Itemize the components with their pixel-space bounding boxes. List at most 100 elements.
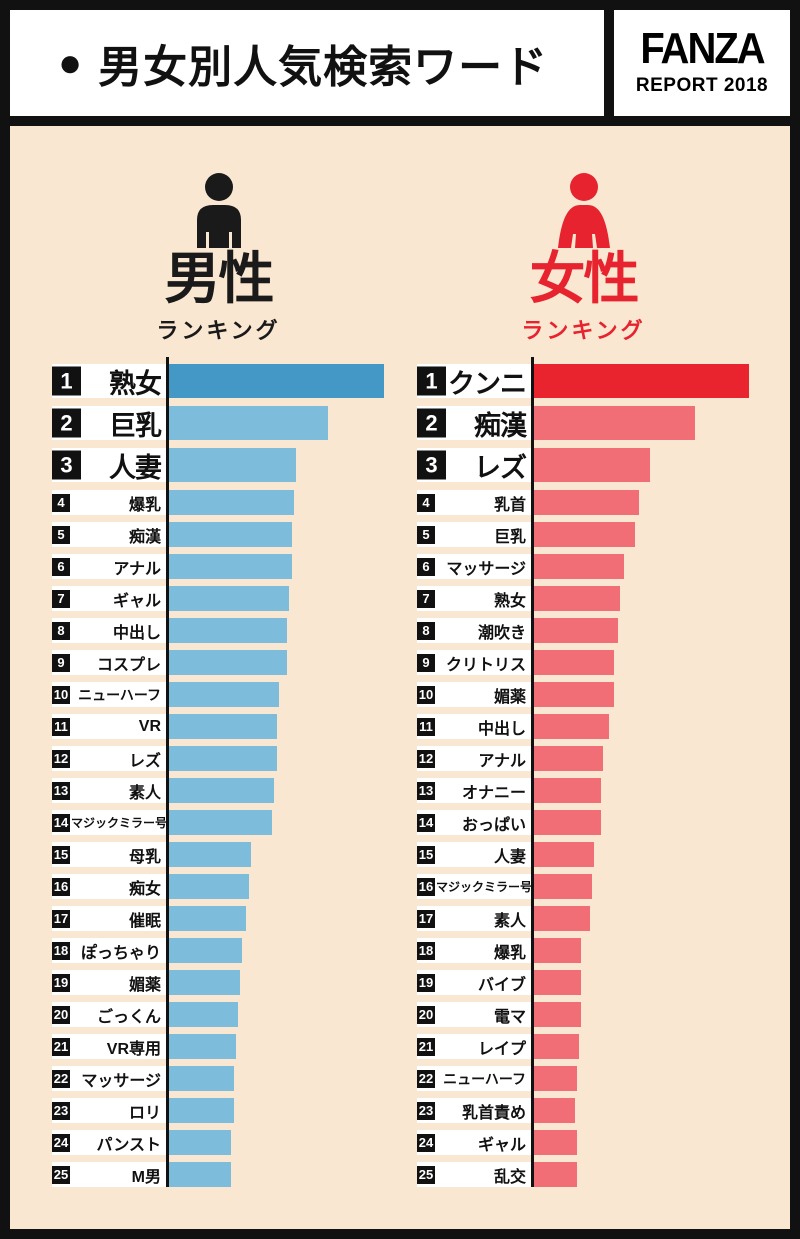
- label-band: 10 ニューハーフ: [52, 682, 166, 707]
- bar-track: [169, 810, 384, 835]
- bar-track: [534, 938, 749, 963]
- ranking-row: 25 乱交: [417, 1162, 750, 1187]
- label-band: 6 アナル: [52, 554, 166, 579]
- search-term-label: ロリ: [128, 1104, 161, 1122]
- search-term-label: 乱交: [493, 1168, 526, 1186]
- label-band: 9 クリトリス: [417, 650, 531, 675]
- ranking-bar: [169, 746, 277, 771]
- label-band: 25 M男: [52, 1162, 166, 1187]
- rank-badge: 25: [417, 1165, 435, 1184]
- ranking-row: 11 VR: [52, 714, 385, 739]
- rank-badge: 12: [417, 749, 435, 768]
- bar-track: [169, 842, 384, 867]
- rank-badge: 9: [417, 653, 435, 672]
- label-band: 5 巨乳: [417, 522, 531, 547]
- search-term-label: マジックミラー号: [71, 816, 168, 830]
- rank-badge: 15: [417, 845, 435, 864]
- ranking-row: 17 素人: [417, 906, 750, 931]
- rank-badge: 4: [52, 493, 70, 512]
- ranking-bar: [534, 682, 614, 707]
- search-term-label: VR: [138, 717, 161, 735]
- ranking-bar: [169, 1066, 234, 1091]
- bar-track: [534, 1034, 749, 1059]
- label-band: 20 電マ: [417, 1002, 531, 1027]
- bar-track: [534, 1098, 749, 1123]
- ranking-bar: [534, 1098, 575, 1123]
- ranking-row: 8 潮吹き: [417, 618, 750, 643]
- rank-badge: 14: [417, 813, 435, 832]
- rank-badge: 22: [52, 1069, 70, 1088]
- rank-badge: 2: [417, 408, 446, 438]
- bar-track: [169, 1066, 384, 1091]
- male-gender-title: 男性: [164, 247, 275, 310]
- search-term-label: レイプ: [477, 1040, 526, 1058]
- label-band: 16 マジックミラー号: [417, 874, 532, 899]
- label-band: 1 熟女: [52, 364, 166, 399]
- ranking-row: 1 クンニ: [417, 364, 750, 399]
- bar-track: [169, 1098, 384, 1123]
- ranking-bar: [534, 1162, 577, 1187]
- bar-track: [169, 874, 384, 899]
- bar-track: [534, 448, 749, 482]
- ranking-bar: [534, 810, 601, 835]
- header-divider: [604, 10, 614, 116]
- ranking-row: 21 VR専用: [52, 1034, 385, 1059]
- bar-track: [169, 746, 384, 771]
- search-term-label: M男: [131, 1168, 161, 1186]
- rank-badge: 4: [417, 493, 435, 512]
- ranking-row: 15 母乳: [52, 842, 385, 867]
- female-column-header: 女性 ランキング: [417, 126, 750, 364]
- label-band: 21 レイプ: [417, 1034, 531, 1059]
- ranking-bar: [534, 1066, 577, 1091]
- bar-track: [534, 406, 749, 440]
- ranking-row: 22 ニューハーフ: [417, 1066, 750, 1091]
- bar-track: [534, 906, 749, 931]
- female-gender-title: 女性: [529, 247, 640, 310]
- label-band: 24 パンスト: [52, 1130, 166, 1155]
- fanza-logo: FANZA: [640, 25, 765, 73]
- rank-badge: 13: [417, 781, 435, 800]
- ranking-row: 4 爆乳: [52, 490, 385, 515]
- title-area: ● 男女別人気検索ワード: [10, 10, 604, 116]
- rank-badge: 17: [417, 909, 435, 928]
- rank-badge: 5: [52, 525, 70, 544]
- label-band: 7 ギャル: [52, 586, 166, 611]
- ranking-bar: [169, 1098, 234, 1123]
- bar-track: [169, 906, 384, 931]
- label-band: 19 媚薬: [52, 970, 166, 995]
- bar-track: [169, 554, 384, 579]
- label-band: 15 人妻: [417, 842, 531, 867]
- ranking-row: 19 バイブ: [417, 970, 750, 995]
- female-ranking-list: 1 クンニ 2 痴漢 3 レズ 4 乳首: [417, 357, 750, 1187]
- ranking-row: 20 ごっくん: [52, 1002, 385, 1027]
- ranking-row: 18 ぽっちゃり: [52, 938, 385, 963]
- bar-track: [169, 650, 384, 675]
- ranking-row: 5 巨乳: [417, 522, 750, 547]
- ranking-row: 24 ギャル: [417, 1130, 750, 1155]
- label-band: 3 人妻: [52, 448, 166, 483]
- search-term-label: 熟女: [493, 592, 526, 610]
- label-band: 17 素人: [417, 906, 531, 931]
- bar-track: [169, 1162, 384, 1187]
- rank-badge: 11: [52, 717, 70, 736]
- search-term-label: 素人: [128, 784, 161, 802]
- ranking-bar: [534, 586, 620, 611]
- search-term-label: 潮吹き: [477, 624, 526, 642]
- ranking-bar: [169, 810, 273, 835]
- ranking-bar: [534, 522, 636, 547]
- label-band: 12 レズ: [52, 746, 166, 771]
- bar-track: [169, 714, 384, 739]
- label-band: 1 クンニ: [417, 364, 531, 399]
- search-term-label: マジックミラー号: [436, 880, 533, 894]
- label-band: 3 レズ: [417, 448, 531, 483]
- bar-track: [169, 618, 384, 643]
- bar-track: [534, 682, 749, 707]
- header-separator: [10, 116, 790, 126]
- ranking-bar: [534, 938, 582, 963]
- search-term-label: オナニー: [461, 784, 526, 802]
- rank-badge: 1: [417, 366, 446, 396]
- ranking-row: 15 人妻: [417, 842, 750, 867]
- bar-track: [169, 970, 384, 995]
- female-ranking-column: 女性 ランキング 1 クンニ 2 痴漢 3 レズ: [417, 126, 750, 1194]
